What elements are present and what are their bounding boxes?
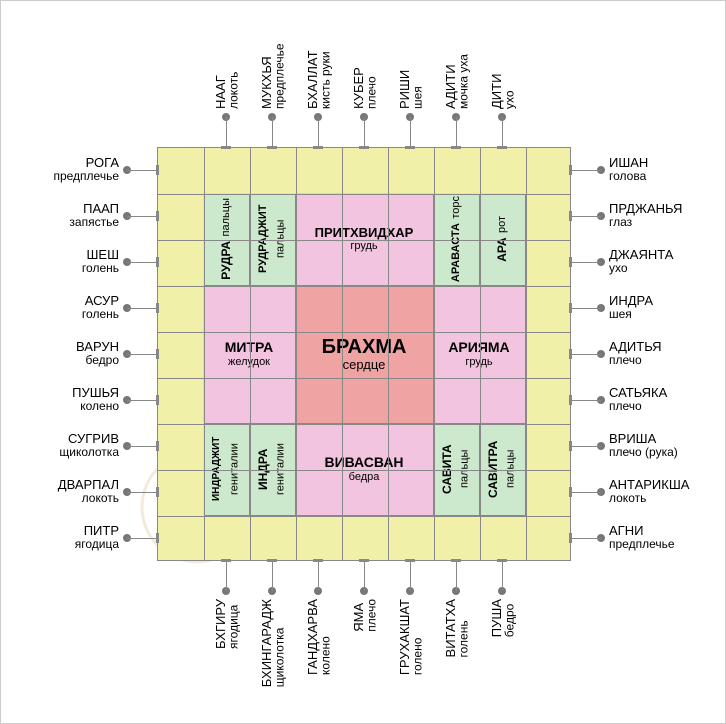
label-top-5: АДИТИмочка уха (444, 11, 470, 109)
label-right-5: САТЬЯКАплечо (609, 386, 667, 412)
label-left-6: СУГРИВщиколотка (1, 432, 119, 458)
label-right-7: АНТАРИКШАлокоть (609, 478, 689, 504)
label-left-7: ДВАРПАЛлокоть (1, 478, 119, 504)
label-top-2: БХАЛЛАТкисть руки (306, 11, 332, 109)
mandala: РУДРА пальцы РУДРАДЖИТ пальцы АРАВАСТА т… (157, 147, 571, 561)
label-left-5: ПУШЬЯколено (1, 386, 119, 412)
label-right-0: ИШАНголова (609, 156, 648, 182)
label-bottom-2: ГАНДХАРВАколено (306, 599, 332, 675)
label-bottom-4: ГРУХАКШАТголено (398, 599, 424, 675)
label-right-4: АДИТЬЯплечо (609, 340, 662, 366)
label-left-3: АСУРголень (1, 294, 119, 320)
label-top-4: РИШИшея (398, 11, 424, 109)
label-left-0: РОГАпредплечье (1, 156, 119, 182)
label-top-1: МУКХЬЯпредплечье (260, 11, 286, 109)
gridlines (157, 147, 571, 561)
label-top-6: ДИТИухо (490, 11, 516, 109)
label-right-6: ВРИШАплечо (рука) (609, 432, 678, 458)
label-bottom-3: ЯМАплечо (352, 599, 378, 632)
label-left-8: ПИТРягодица (1, 524, 119, 550)
label-bottom-1: БХИНГАРАДЖщиколотка (260, 599, 286, 687)
label-left-1: ПААПзапястье (1, 202, 119, 228)
label-bottom-0: БХГИРУягодица (214, 599, 240, 649)
label-top-0: НААГлокоть (214, 11, 240, 109)
label-right-1: ПРДЖАНЬЯглаз (609, 202, 682, 228)
label-left-2: ШЕШголень (1, 248, 119, 274)
label-right-8: АГНИпредплечье (609, 524, 675, 550)
label-bottom-5: ВИТАТХАголень (444, 599, 470, 657)
label-bottom-6: ПУШАбедро (490, 599, 516, 637)
label-right-3: ИНДРАшея (609, 294, 653, 320)
label-left-4: ВАРУНбедро (1, 340, 119, 366)
diagram-frame: РУДРА пальцы РУДРАДЖИТ пальцы АРАВАСТА т… (0, 0, 726, 724)
label-right-2: ДЖАЯНТАухо (609, 248, 673, 274)
label-top-3: КУБЕРплечо (352, 11, 378, 109)
